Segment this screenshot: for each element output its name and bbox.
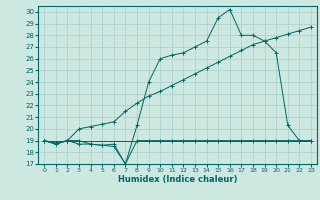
X-axis label: Humidex (Indice chaleur): Humidex (Indice chaleur) (118, 175, 237, 184)
